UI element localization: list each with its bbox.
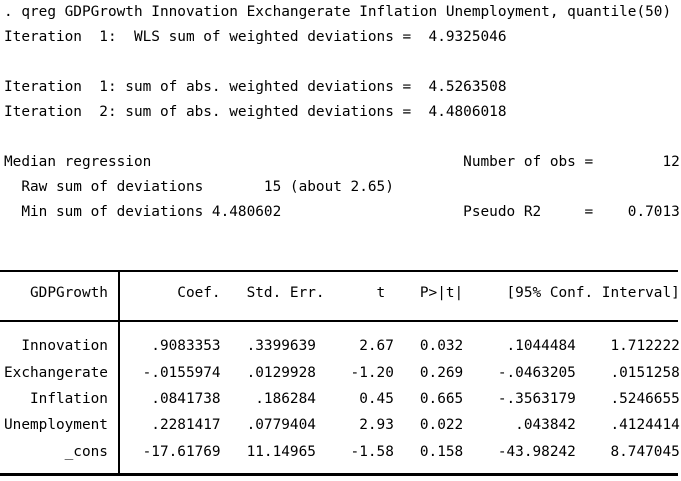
table-top-rule bbox=[0, 270, 678, 272]
table-row: Unemployment .2281417 .0779404 2.93 0.02… bbox=[4, 417, 680, 433]
table-bottom-rule bbox=[0, 473, 678, 476]
regression-table: GDPGrowth Coef. Std. Err. t P>|t| [95% C… bbox=[0, 270, 681, 476]
blank-line bbox=[4, 50, 680, 75]
iteration-line-wls: Iteration 1: WLS sum of weighted deviati… bbox=[4, 29, 507, 45]
table-row: Exchangerate -.0155974 .0129928 -1.20 0.… bbox=[4, 365, 680, 381]
table-row: Inflation .0841738 .186284 0.45 0.665 -.… bbox=[4, 391, 680, 407]
summary-line-obs: Median regression Number of obs = 12 bbox=[4, 154, 680, 170]
command-line: . qreg GDPGrowth Innovation Exchangerate… bbox=[4, 4, 672, 20]
table-header-row: GDPGrowth Coef. Std. Err. t P>|t| [95% C… bbox=[4, 285, 680, 301]
table-row: Innovation .9083353 .3399639 2.67 0.032 … bbox=[4, 338, 680, 354]
iteration-line-1: Iteration 1: sum of abs. weighted deviat… bbox=[4, 79, 507, 95]
blank-line bbox=[4, 125, 680, 150]
summary-line-raw-sum: Raw sum of deviations 15 (about 2.65) bbox=[4, 179, 394, 195]
output-log: . qreg GDPGrowth Innovation Exchangerate… bbox=[4, 0, 680, 225]
table-header-rule bbox=[0, 320, 678, 322]
table-row: _cons -17.61769 11.14965 -1.58 0.158 -43… bbox=[4, 444, 680, 460]
table-column-divider bbox=[118, 272, 120, 473]
summary-line-min-sum: Min sum of deviations 4.480602 Pseudo R2… bbox=[4, 204, 680, 220]
iteration-line-2: Iteration 2: sum of abs. weighted deviat… bbox=[4, 104, 507, 120]
